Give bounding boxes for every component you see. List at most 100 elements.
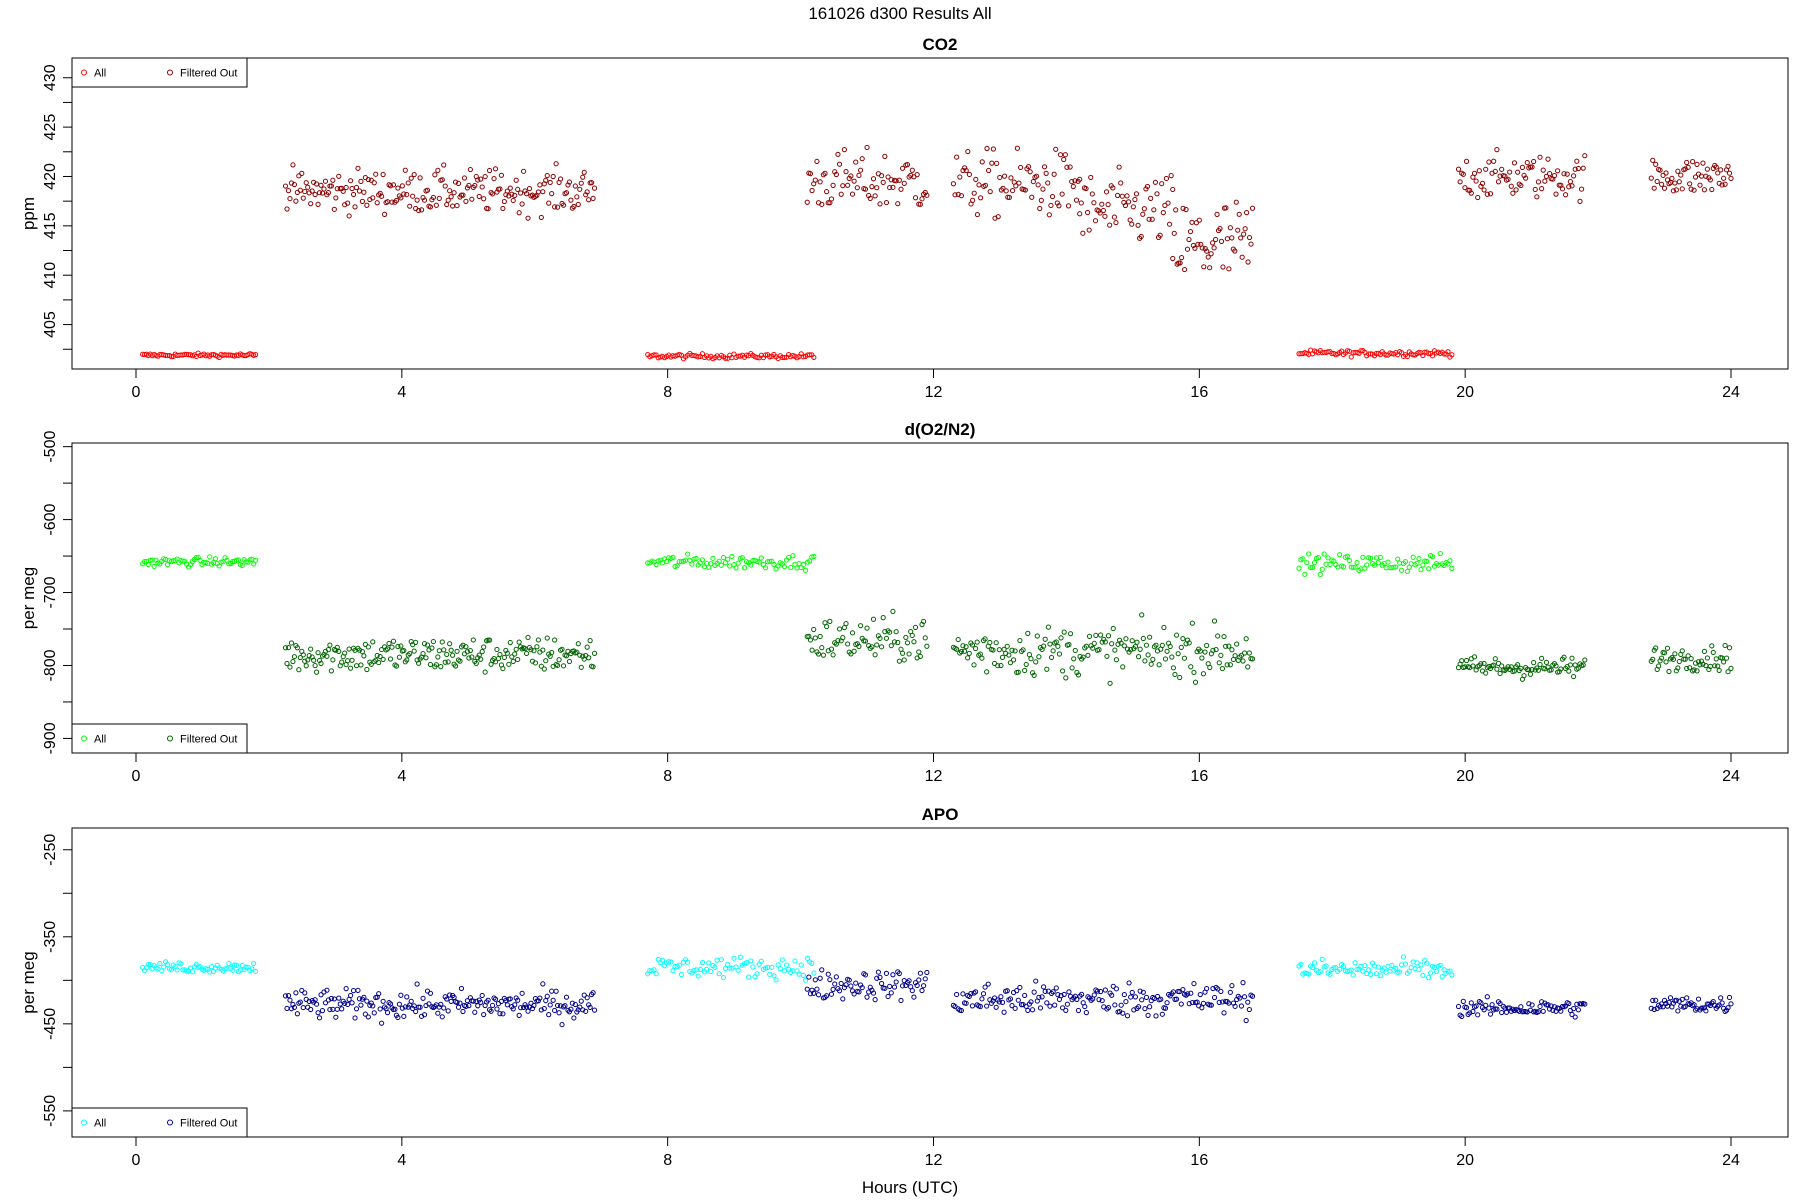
data-point — [386, 640, 392, 647]
data-point — [1648, 1005, 1654, 1011]
data-point — [924, 969, 930, 976]
data-point — [1229, 235, 1235, 241]
data-point — [1418, 962, 1424, 968]
data-point — [1373, 971, 1380, 977]
data-point — [1321, 551, 1327, 557]
x-tick-label: 12 — [925, 768, 943, 785]
data-point — [349, 1000, 355, 1006]
data-point — [589, 180, 595, 186]
data-point — [1125, 199, 1132, 205]
y-tick-label: 410 — [42, 262, 59, 289]
data-point — [862, 638, 869, 644]
data-point — [475, 1003, 481, 1009]
data-point — [1685, 164, 1691, 170]
data-point — [979, 159, 985, 165]
data-point — [1513, 187, 1519, 193]
data-point — [758, 555, 764, 561]
data-point — [512, 651, 518, 657]
data-point — [1571, 173, 1577, 179]
data-point — [714, 957, 720, 963]
data-point — [1445, 968, 1451, 974]
data-point — [716, 558, 722, 564]
data-point — [1114, 192, 1121, 199]
data-point — [1460, 171, 1466, 177]
data-point — [1213, 646, 1219, 653]
data-point — [1692, 660, 1699, 666]
data-point — [835, 151, 841, 157]
data-point — [977, 1003, 983, 1010]
data-point — [584, 644, 590, 650]
data-point — [330, 657, 336, 663]
data-point — [233, 962, 240, 968]
data-point — [500, 665, 506, 672]
data-point — [828, 991, 835, 997]
data-point — [1066, 989, 1072, 995]
data-point — [1038, 197, 1044, 203]
data-point — [1657, 658, 1663, 664]
data-point — [853, 980, 859, 986]
data-point — [362, 641, 368, 647]
data-point — [1721, 175, 1727, 181]
data-point — [197, 557, 203, 564]
data-point — [189, 969, 196, 975]
data-point — [1086, 227, 1092, 233]
data-point — [1192, 245, 1198, 251]
data-point — [308, 201, 314, 207]
data-point — [1113, 986, 1120, 992]
data-point — [1315, 555, 1321, 561]
data-point — [1085, 652, 1091, 658]
data-point — [854, 185, 860, 191]
data-point — [1003, 188, 1009, 194]
data-point — [1462, 664, 1468, 670]
data-point — [1157, 232, 1163, 238]
data-point — [1559, 186, 1566, 192]
data-point — [451, 994, 457, 1000]
data-point — [1377, 973, 1383, 979]
data-point — [486, 637, 493, 643]
data-point — [1079, 991, 1085, 997]
data-point — [193, 554, 199, 561]
data-point — [1007, 660, 1014, 666]
data-point — [1166, 221, 1173, 227]
data-point — [1518, 182, 1524, 189]
data-point — [968, 991, 974, 997]
data-point — [313, 669, 320, 675]
data-point — [859, 156, 865, 162]
data-point — [1670, 656, 1677, 662]
data-point — [1017, 164, 1024, 171]
data-point — [845, 182, 851, 188]
data-point — [1497, 1000, 1503, 1007]
data-point — [1348, 354, 1354, 360]
data-point — [1099, 997, 1105, 1004]
data-point — [1007, 996, 1014, 1002]
x-tick-label: 24 — [1722, 1152, 1740, 1169]
data-point — [1527, 671, 1534, 677]
data-point — [399, 1005, 405, 1011]
data-point — [1031, 989, 1037, 995]
data-point — [1684, 159, 1690, 166]
data-point — [832, 981, 838, 987]
data-point — [1499, 1009, 1505, 1016]
data-point — [442, 659, 448, 665]
data-point — [838, 191, 844, 197]
data-point — [356, 188, 363, 194]
data-point — [1395, 556, 1401, 562]
data-point — [1082, 1003, 1088, 1010]
series-all — [140, 347, 1455, 362]
data-point — [1129, 221, 1135, 227]
data-point — [1709, 643, 1715, 649]
data-point — [1325, 555, 1331, 561]
data-point — [518, 1005, 524, 1011]
data-point — [836, 161, 843, 167]
data-point — [877, 201, 883, 207]
data-point — [1429, 554, 1436, 560]
data-point — [1535, 667, 1542, 673]
data-point — [494, 646, 500, 653]
data-point — [141, 559, 148, 565]
data-point — [546, 1012, 552, 1018]
data-point — [982, 636, 988, 642]
data-point — [811, 553, 817, 559]
data-point — [1547, 171, 1553, 177]
data-point — [1113, 657, 1120, 663]
